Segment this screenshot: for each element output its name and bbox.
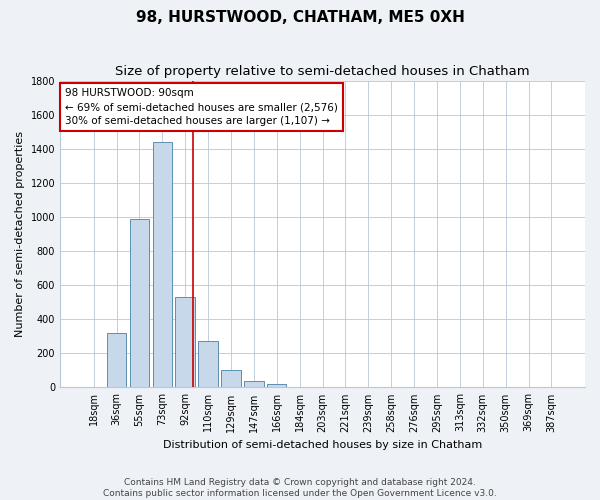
Bar <box>84 386 103 388</box>
Bar <box>130 218 149 388</box>
Bar <box>199 340 218 388</box>
Bar <box>175 297 195 388</box>
Text: 98, HURSTWOOD, CHATHAM, ME5 0XH: 98, HURSTWOOD, CHATHAM, ME5 0XH <box>136 10 464 25</box>
Bar <box>107 333 126 388</box>
Y-axis label: Number of semi-detached properties: Number of semi-detached properties <box>15 131 25 337</box>
Bar <box>267 384 286 388</box>
Text: Contains HM Land Registry data © Crown copyright and database right 2024.
Contai: Contains HM Land Registry data © Crown c… <box>103 478 497 498</box>
X-axis label: Distribution of semi-detached houses by size in Chatham: Distribution of semi-detached houses by … <box>163 440 482 450</box>
Bar <box>244 382 263 388</box>
Text: 98 HURSTWOOD: 90sqm
← 69% of semi-detached houses are smaller (2,576)
30% of sem: 98 HURSTWOOD: 90sqm ← 69% of semi-detach… <box>65 88 338 126</box>
Bar <box>152 142 172 388</box>
Title: Size of property relative to semi-detached houses in Chatham: Size of property relative to semi-detach… <box>115 65 530 78</box>
Bar <box>221 370 241 388</box>
